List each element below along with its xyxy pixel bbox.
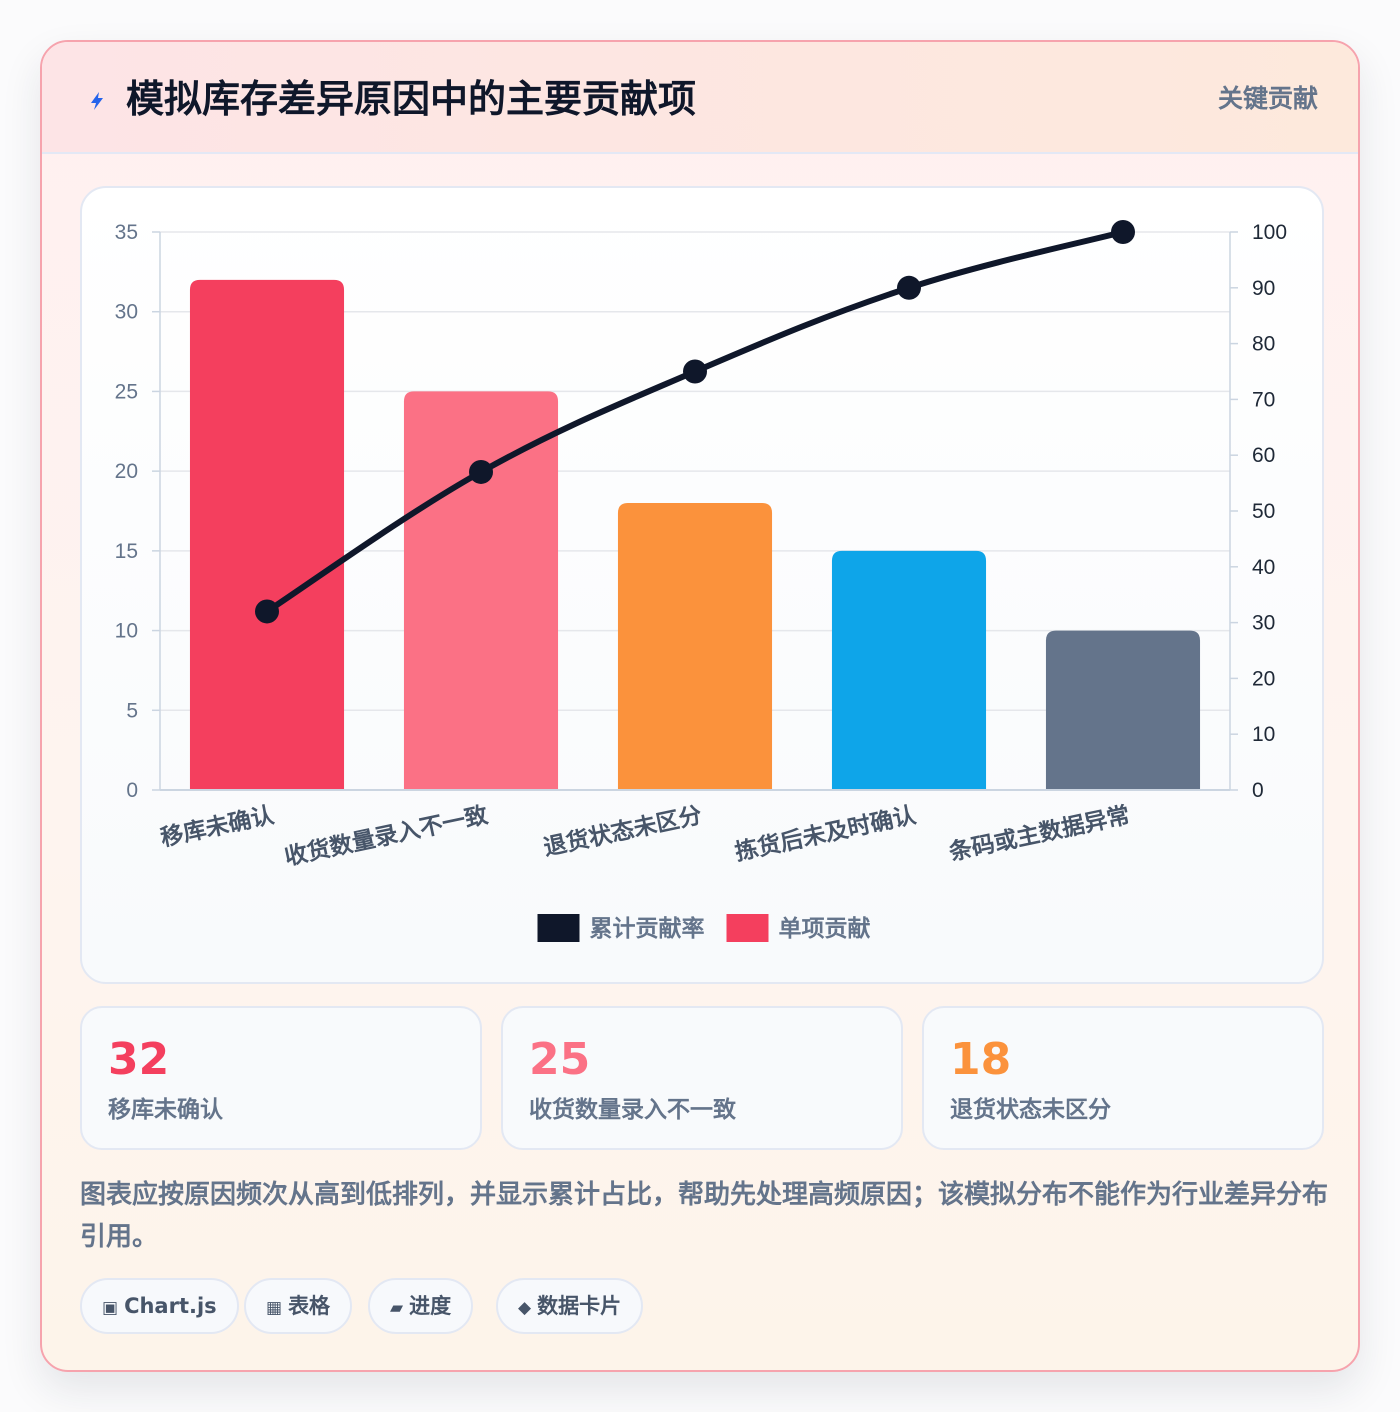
cumulative-point: [469, 459, 493, 484]
y-tick-label: 0: [126, 779, 138, 802]
legend-swatch: [537, 914, 580, 942]
legend-label: 累计贡献率: [590, 915, 705, 941]
chart-panel: 0 5 10 15 20 25 30 35 0 10 20 30 40 50 60 70 80 90 100 移库未确…: [80, 186, 1324, 984]
pareto-chart: 0 5 10 15 20 25 30 35 0 10 20 30 40 50 60 70 80 90 100 移库未确…: [115, 220, 1287, 942]
x-tick-label: 收货数量录入不一致: [282, 801, 491, 870]
bar: [831, 550, 987, 790]
tag-progress[interactable]: ▰ 进度: [368, 1278, 474, 1334]
y2-tick-label: 10: [1252, 723, 1275, 746]
chart-note: 图表应按原因频次从高到低排列，并显示累计占比，帮助先处理高频原因；该模拟分布不能…: [80, 1180, 1329, 1252]
stat-card: 25 收货数量录入不一致: [501, 1006, 903, 1150]
cumulative-point: [255, 599, 279, 624]
y-tick-label: 35: [115, 221, 138, 244]
y2-tick-label: 50: [1252, 500, 1275, 523]
y-tick-label: 30: [115, 301, 138, 324]
tag-label: 表格: [288, 1294, 331, 1318]
tag-data-card[interactable]: ◆ 数据卡片: [496, 1278, 644, 1334]
y-tick-label: 15: [115, 540, 138, 563]
x-tick-label: 拣货后未及时确认: [733, 801, 918, 865]
tag-label: Chart.js: [124, 1294, 217, 1318]
y2-tick-label: 70: [1252, 388, 1275, 411]
lightning-bolt-icon: [91, 92, 103, 110]
cumulative-point: [683, 359, 707, 384]
y2-tick-label: 90: [1252, 277, 1275, 300]
stat-label: 移库未确认: [108, 1097, 223, 1123]
y-tick-label: 20: [115, 460, 138, 483]
table-icon: ▦: [266, 1298, 283, 1318]
stat-cards: 32 移库未确认 25 收货数量录入不一致 18 退货状态未区分: [80, 1006, 1324, 1150]
y2-tick-label: 0: [1252, 779, 1264, 802]
y2-tick-label: 20: [1252, 667, 1275, 690]
x-tick-label: 退货状态未区分: [541, 801, 704, 860]
x-tick-label: 条码或主数据异常: [947, 801, 1132, 865]
header-badge: 关键贡献: [1217, 84, 1318, 113]
tag-label: 进度: [409, 1294, 452, 1318]
y-tick-label: 25: [115, 380, 138, 403]
data-card-icon: ◆: [518, 1298, 532, 1318]
progress-icon: ▰: [390, 1298, 404, 1318]
legend-swatch: [726, 914, 769, 942]
cumulative-point: [897, 275, 921, 300]
bar: [617, 503, 773, 790]
stat-card: 18 退货状态未区分: [922, 1006, 1324, 1150]
bar: [403, 391, 559, 790]
bar: [1045, 630, 1201, 790]
stat-value: 25: [529, 1034, 591, 1085]
card-header: 模拟库存差异原因中的主要贡献项 关键贡献: [42, 42, 1358, 154]
cumulative-point: [1111, 220, 1135, 244]
tag-label: 数据卡片: [537, 1294, 622, 1318]
chart-card: 模拟库存差异原因中的主要贡献项 关键贡献 0 5 10 15 20 25 30 35 0 10 20…: [40, 40, 1360, 1372]
chart-icon: ▣: [102, 1298, 119, 1318]
y-tick-label: 5: [126, 699, 138, 722]
y2-tick-label: 100: [1252, 221, 1287, 244]
stat-value: 18: [950, 1034, 1012, 1085]
y2-tick-label: 30: [1252, 612, 1275, 635]
y2-tick-label: 80: [1252, 333, 1275, 356]
stat-label: 收货数量录入不一致: [529, 1097, 736, 1123]
page-title: 模拟库存差异原因中的主要贡献项: [126, 77, 697, 121]
stat-value: 32: [108, 1034, 170, 1085]
y2-tick-label: 60: [1252, 444, 1275, 467]
stat-card: 32 移库未确认: [80, 1006, 482, 1150]
y2-tick-label: 40: [1252, 556, 1275, 579]
tag-table[interactable]: ▦ 表格: [244, 1278, 353, 1334]
y-tick-label: 10: [115, 620, 138, 643]
x-tick-label: 移库未确认: [158, 801, 276, 850]
tag-chartjs[interactable]: ▣ Chart.js: [80, 1278, 239, 1334]
bar: [189, 279, 345, 790]
legend-label: 单项贡献: [779, 915, 871, 941]
stat-label: 退货状态未区分: [950, 1097, 1111, 1123]
